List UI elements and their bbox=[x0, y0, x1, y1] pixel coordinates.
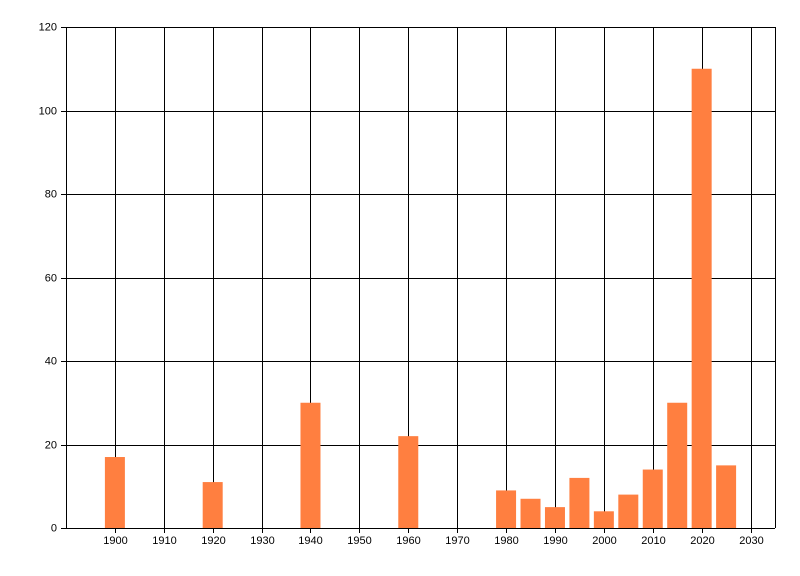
bar bbox=[520, 498, 541, 528]
x-tick-label: 1980 bbox=[494, 535, 518, 547]
bar bbox=[202, 482, 223, 528]
y-tick-label: 80 bbox=[45, 188, 57, 200]
bar bbox=[618, 494, 639, 528]
x-tick-label: 1920 bbox=[201, 535, 225, 547]
x-tick-label: 2030 bbox=[739, 535, 763, 547]
x-tick-label: 1970 bbox=[445, 535, 469, 547]
x-tick-label: 1990 bbox=[543, 535, 567, 547]
y-tick-label: 0 bbox=[51, 522, 57, 534]
bar bbox=[642, 469, 663, 528]
bar bbox=[593, 511, 614, 528]
bar bbox=[104, 457, 125, 528]
x-tick-label: 1940 bbox=[298, 535, 322, 547]
bar bbox=[569, 477, 590, 528]
x-tick-label: 1960 bbox=[396, 535, 420, 547]
x-tick-label: 1930 bbox=[250, 535, 274, 547]
y-tick-label: 20 bbox=[45, 439, 57, 451]
bar bbox=[398, 436, 419, 528]
bar bbox=[544, 507, 565, 528]
x-tick-label: 1950 bbox=[347, 535, 371, 547]
y-tick-label: 120 bbox=[39, 21, 57, 33]
y-tick-label: 100 bbox=[39, 105, 57, 117]
bar bbox=[691, 68, 712, 528]
y-tick-label: 40 bbox=[45, 355, 57, 367]
y-tick-label: 60 bbox=[45, 272, 57, 284]
bar bbox=[716, 465, 737, 528]
x-tick-label: 1900 bbox=[103, 535, 127, 547]
x-tick-label: 2010 bbox=[641, 535, 665, 547]
bar bbox=[496, 490, 517, 528]
bar bbox=[667, 402, 688, 528]
bar bbox=[300, 402, 321, 528]
x-tick-label: 1910 bbox=[152, 535, 176, 547]
x-tick-label: 2000 bbox=[592, 535, 616, 547]
x-tick-label: 2020 bbox=[690, 535, 714, 547]
